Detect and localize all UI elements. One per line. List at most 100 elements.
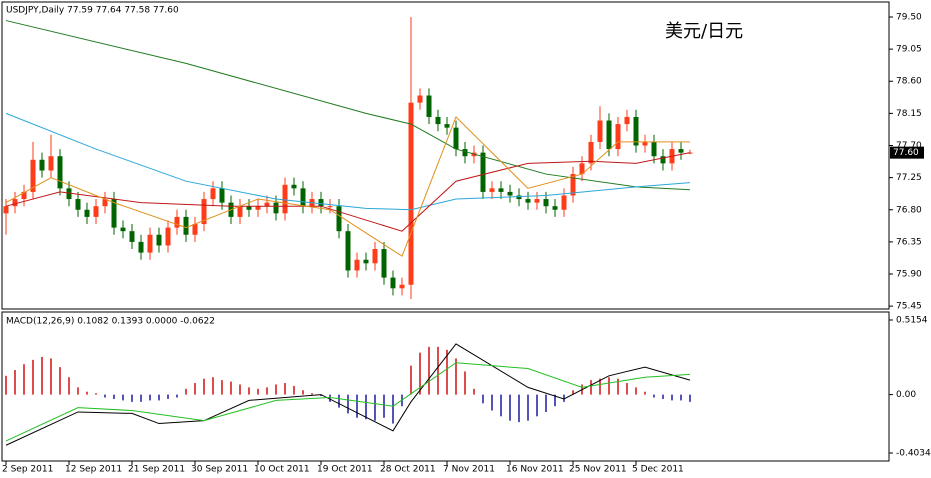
candle-body <box>345 231 351 271</box>
x-tick-label: 16 Nov 2011 <box>506 465 564 475</box>
candle-body <box>660 156 666 164</box>
candle-body <box>489 188 495 192</box>
candle-body <box>498 188 504 192</box>
candle-body <box>246 206 252 210</box>
candle-body <box>39 159 45 171</box>
candle-body <box>183 216 189 235</box>
y-tick-label: 75.90 <box>896 270 922 280</box>
candle-body <box>597 120 603 142</box>
candle-body <box>84 209 90 217</box>
candle-body <box>318 199 324 207</box>
candle-body <box>138 241 144 253</box>
indicator-line <box>5 343 691 446</box>
indicator-line <box>5 20 691 191</box>
indicator-line <box>5 152 691 232</box>
candle-body <box>66 188 72 200</box>
candle-body <box>462 149 468 157</box>
candle-body <box>93 206 99 217</box>
candle-body <box>588 141 594 164</box>
candle-body <box>48 156 54 171</box>
candle-body <box>147 234 153 253</box>
y-tick-label: 75.45 <box>896 302 922 312</box>
candle-body <box>525 199 531 203</box>
candle-body <box>516 195 522 200</box>
candle-body <box>111 199 117 228</box>
candle-body <box>453 127 459 150</box>
candle-body <box>417 95 423 103</box>
y-tick-label: 77.25 <box>896 173 922 183</box>
candle-body <box>633 116 639 146</box>
x-tick-label: 19 Oct 2011 <box>317 465 373 475</box>
candle-body <box>561 195 567 210</box>
candle-body <box>363 259 369 264</box>
candle-body <box>219 188 225 203</box>
y-tick-label: 79.50 <box>896 12 922 22</box>
candle-body <box>12 199 18 207</box>
candle-body <box>543 199 549 207</box>
y-tick-label: 76.80 <box>896 205 922 215</box>
candle-body <box>291 184 297 189</box>
candle-body <box>408 102 414 285</box>
y-tick-label: 79.05 <box>896 45 922 55</box>
candle-body <box>399 284 405 289</box>
candle-body <box>237 206 243 217</box>
x-tick-label: 28 Oct 2011 <box>380 465 436 475</box>
x-tick-label: 25 Nov 2011 <box>569 465 627 475</box>
candle-body <box>75 199 81 210</box>
candle-body <box>21 191 27 200</box>
candle-body <box>354 259 360 271</box>
macd-header: MACD(12,26,9) 0.1082 0.1393 0.0000 -0.06… <box>6 317 215 327</box>
candle-body <box>336 206 342 232</box>
y-tick-label: 78.60 <box>896 77 922 87</box>
x-tick-label: 30 Sep 2011 <box>191 465 248 475</box>
candle-body <box>30 159 36 192</box>
candle-body <box>624 116 630 125</box>
candle-body <box>3 206 9 214</box>
candle-body <box>435 116 441 125</box>
candle-body <box>264 202 270 207</box>
candle-body <box>174 216 180 228</box>
candle-body <box>507 191 513 196</box>
candle-body <box>390 277 396 289</box>
candle-body <box>678 149 684 153</box>
y-tick-label: -0.4034 <box>896 448 931 458</box>
candle-body <box>480 152 486 192</box>
indicator-line <box>5 112 691 211</box>
y-tick-label: 0.00 <box>896 390 916 400</box>
candle-body <box>165 227 171 246</box>
y-tick-label: 78.15 <box>896 109 922 119</box>
candle-body <box>570 174 576 196</box>
candle-body <box>327 206 333 208</box>
y-tick-label: 76.35 <box>896 237 922 247</box>
candle-body <box>255 206 261 210</box>
x-tick-label: 21 Sep 2011 <box>128 465 185 475</box>
x-tick-label: 7 Nov 2011 <box>443 465 495 475</box>
price-header: USDJPY,Daily 77.59 77.64 77.58 77.60 <box>6 6 179 16</box>
x-tick-label: 2 Sep 2011 <box>2 465 53 475</box>
candle-body <box>426 95 432 117</box>
x-tick-label: 12 Sep 2011 <box>65 465 122 475</box>
candle-body <box>210 188 216 200</box>
indicator-line <box>5 362 691 442</box>
price-panel <box>1 1 890 310</box>
candle-body <box>156 234 162 246</box>
y-tick-label: 0.5154 <box>896 316 928 326</box>
indicator-line <box>5 116 690 257</box>
y-tick-label: 77.70 <box>896 141 922 151</box>
last-price-label: 77.60 <box>893 148 919 158</box>
candle-body <box>129 231 135 242</box>
candle-body <box>372 249 378 264</box>
candle-body <box>102 199 108 207</box>
last-price-box <box>890 146 924 159</box>
x-tick-label: 10 Oct 2011 <box>254 465 310 475</box>
candle-body <box>300 188 306 207</box>
candle-body <box>282 184 288 214</box>
macd-panel <box>1 311 890 462</box>
candle-body <box>201 199 207 225</box>
candle-body <box>57 156 63 189</box>
candle-body <box>651 141 657 157</box>
x-tick-label: 5 Dec 2011 <box>632 465 684 475</box>
annotation: 美元/日元 <box>665 21 743 42</box>
candle-body <box>579 163 585 175</box>
